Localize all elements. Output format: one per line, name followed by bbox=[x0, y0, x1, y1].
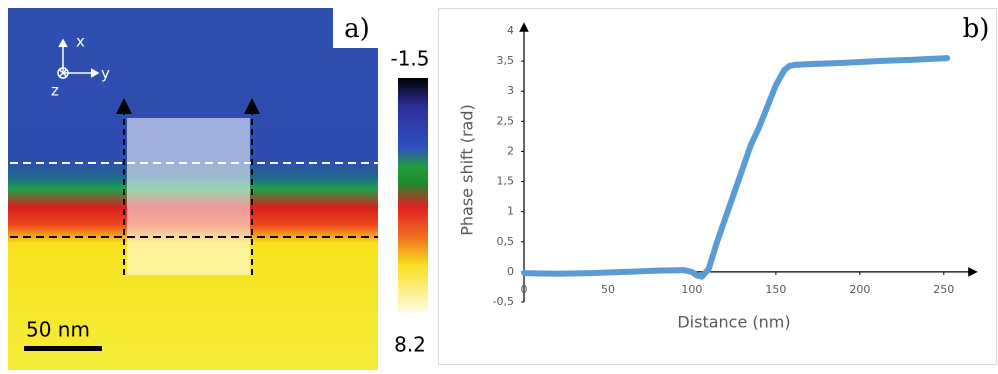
axis-icon bbox=[57, 38, 100, 79]
scale-bar-label: 50 nm bbox=[26, 318, 90, 342]
y-axis-title: Phase shift (rad) bbox=[458, 104, 477, 236]
y-tick-label: 4 bbox=[507, 24, 514, 37]
x-tick-label: 50 bbox=[601, 283, 615, 296]
y-tick-label: 3,5 bbox=[497, 54, 515, 67]
x-axis-title: Distance (nm) bbox=[677, 313, 790, 332]
x-tick-label: 250 bbox=[933, 283, 954, 296]
colorbar-label: 8.2 bbox=[394, 333, 426, 357]
y-tick-label: 1,5 bbox=[497, 175, 515, 188]
scale-bar bbox=[24, 346, 102, 351]
x-tick-label: 150 bbox=[765, 283, 786, 296]
axis-label: x bbox=[76, 33, 85, 51]
y-tick-label: -0,5 bbox=[493, 295, 514, 308]
x-tick-label: 100 bbox=[681, 283, 702, 296]
overlay bbox=[127, 118, 250, 275]
colorbar-label: -1.5 bbox=[390, 47, 429, 71]
y-tick-label: 0,5 bbox=[497, 235, 515, 248]
panel-label: a) bbox=[344, 14, 370, 44]
x-tick-label: 0 bbox=[521, 283, 528, 296]
axis-label: z bbox=[51, 82, 59, 100]
label-box bbox=[333, 8, 378, 48]
data-line bbox=[521, 55, 951, 280]
y-tick-label: 2,5 bbox=[497, 114, 515, 127]
y-tick-label: 2 bbox=[507, 144, 514, 157]
panel-label: b) bbox=[963, 14, 990, 44]
y-tick-label: 1 bbox=[507, 205, 514, 218]
y-tick-label: 3 bbox=[507, 84, 514, 97]
colorbar bbox=[398, 78, 428, 312]
y-tick-label: 0 bbox=[507, 265, 514, 278]
axis-label: y bbox=[101, 65, 110, 83]
chart-frame bbox=[438, 8, 997, 365]
panel-a: a) x y z 50 nm -1.5 8.2 bbox=[8, 8, 430, 370]
x-tick-label: 200 bbox=[849, 283, 870, 296]
